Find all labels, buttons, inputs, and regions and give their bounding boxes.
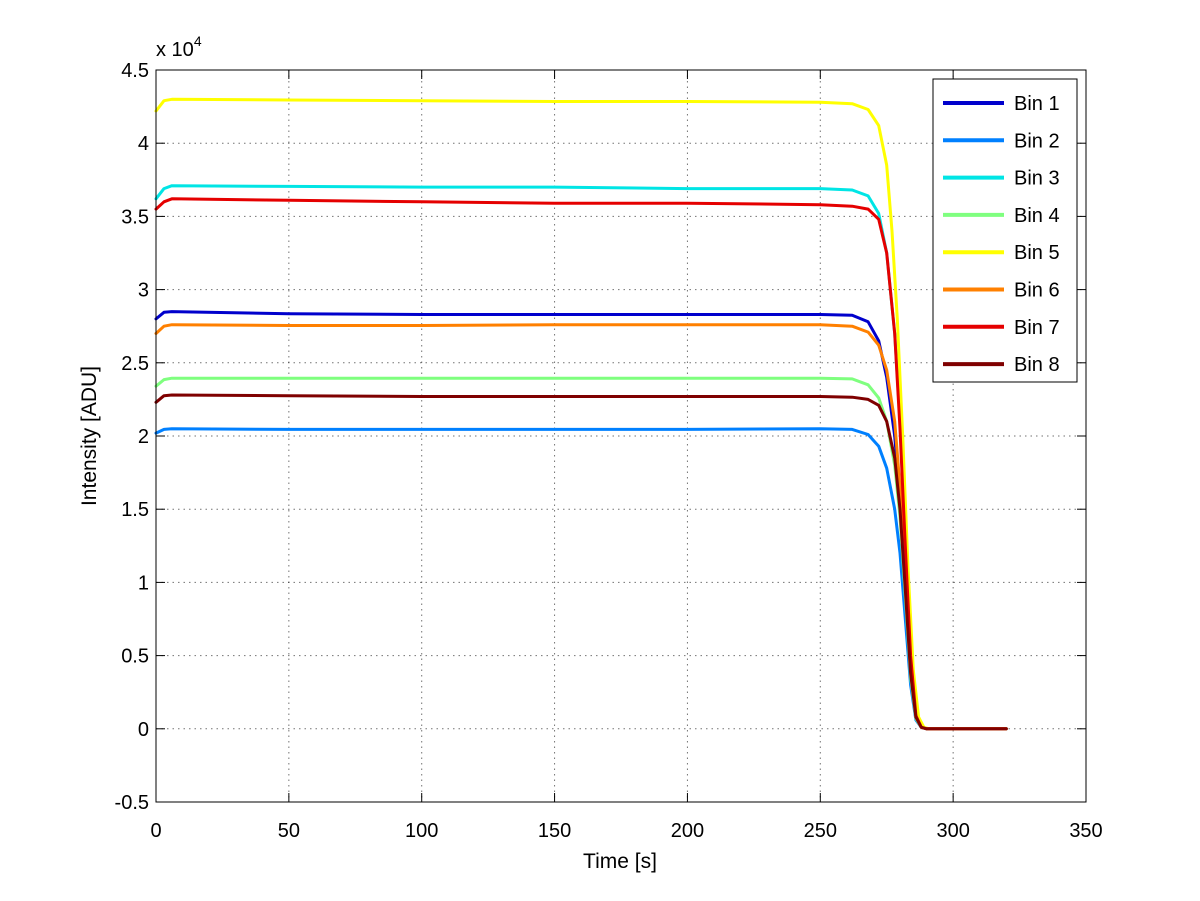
y-tick-label: 3.5 [121, 206, 149, 228]
y-tick-label: 3 [138, 280, 149, 302]
y-tick-label: 1 [138, 572, 149, 594]
legend-label-bin-6: Bin 6 [1014, 280, 1060, 302]
x-tick-label: 150 [538, 820, 571, 842]
y-tick-label: -0.5 [115, 792, 149, 814]
x-tick-label: 300 [936, 820, 969, 842]
series-line-bin-5 [154, 97, 1008, 731]
y-tick-label: 2.5 [121, 353, 149, 375]
x-tick-label: 0 [150, 820, 161, 842]
legend-label-bin-2: Bin 2 [1014, 130, 1060, 152]
legend-label-bin-8: Bin 8 [1014, 354, 1060, 376]
legend-label-bin-1: Bin 1 [1014, 93, 1060, 115]
x-axis-label: Time [s] [583, 850, 657, 873]
y-tick-label: 4 [138, 133, 149, 155]
y-tick-label: 4.5 [121, 60, 149, 82]
series-layer [154, 97, 1008, 731]
series-line-bin-8 [154, 393, 1008, 731]
tick-layer: 0 50 100 150 200 250 300 350-0.500.511.522.533.… [115, 60, 1103, 842]
y-tick-label: 2 [138, 426, 149, 448]
x-tick-label: 200 [671, 820, 704, 842]
grid-layer [156, 70, 1086, 802]
y-axis-multiplier: x 104 [156, 33, 202, 61]
y-tick-label: 0.5 [121, 646, 149, 668]
legend: Bin 1 Bin 2 Bin 3 Bin 4 Bin 5 Bin 6 Bin 7 Bin 8 [932, 78, 1078, 383]
x-tick-label: 250 [804, 820, 837, 842]
legend-entries: Bin 1 Bin 2 Bin 3 Bin 4 Bin 5 Bin 6 Bin 7 Bin 8 [943, 93, 1060, 376]
x-tick-label: 350 [1069, 820, 1102, 842]
x-tick-label: 100 [405, 820, 438, 842]
legend-box [932, 78, 1078, 383]
legend-label-bin-5: Bin 5 [1014, 242, 1060, 264]
y-axis-multiplier-base: x 10 [156, 39, 194, 61]
y-tick-label: 1.5 [121, 499, 149, 521]
y-tick-label: 0 [138, 719, 149, 741]
x-tick-label: 50 [278, 820, 300, 842]
y-axis-multiplier-exponent: 4 [194, 33, 202, 49]
legend-label-bin-4: Bin 4 [1014, 205, 1060, 227]
legend-label-bin-7: Bin 7 [1014, 317, 1060, 339]
y-axis-label: Intensity [ADU] [78, 366, 101, 506]
legend-label-bin-3: Bin 3 [1014, 168, 1060, 190]
